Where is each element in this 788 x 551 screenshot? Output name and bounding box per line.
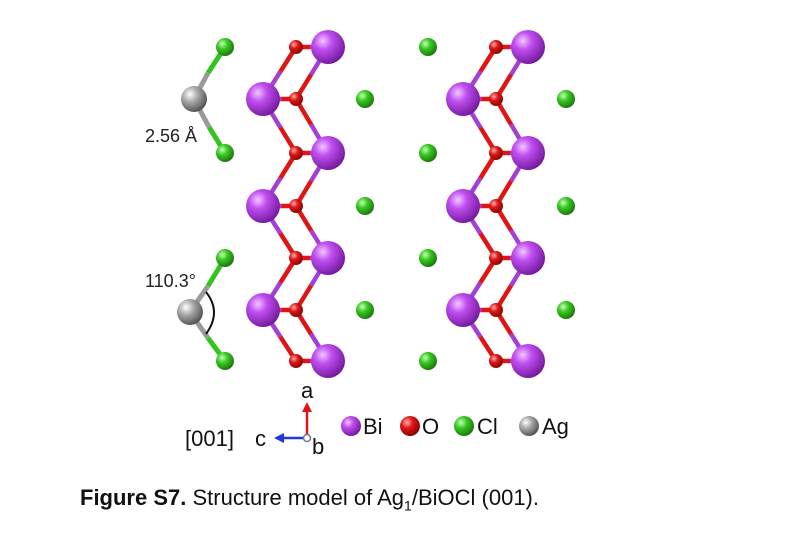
- legend-ag-label: Ag: [542, 414, 569, 439]
- bi-atom: [511, 136, 545, 170]
- figure-caption: Figure S7. Structure model of Ag1/BiOCl …: [80, 485, 539, 513]
- cl-atom: [356, 90, 374, 108]
- cl-atom: [356, 301, 374, 319]
- ag-atom-bottom: [177, 299, 203, 325]
- bi-atom: [511, 344, 545, 378]
- cl-atom: [419, 38, 437, 56]
- bond-angle-arc: [205, 291, 215, 335]
- atoms-layer: [246, 30, 575, 378]
- bond-length-label: 2.56 Å: [145, 126, 197, 146]
- o-atom: [289, 199, 303, 213]
- bi-atom: [246, 293, 280, 327]
- o-atom: [289, 92, 303, 106]
- o-atom: [289, 354, 303, 368]
- cl-atom: [356, 197, 374, 215]
- legend-ag-swatch: [519, 416, 539, 436]
- bonds-layer: [260, 44, 531, 364]
- bi-atom: [511, 30, 545, 64]
- cl-atom: [557, 301, 575, 319]
- o-atom: [489, 354, 503, 368]
- o-atom: [289, 303, 303, 317]
- bi-atom: [311, 241, 345, 275]
- bi-atom: [246, 82, 280, 116]
- bi-atom: [446, 189, 480, 223]
- legend-cl-swatch: [454, 416, 474, 436]
- cl-atom: [419, 249, 437, 267]
- bi-atom: [446, 293, 480, 327]
- cl-atom: [216, 144, 234, 162]
- o-atom: [489, 146, 503, 160]
- caption-text: Structure model of Ag1/BiOCl (001).: [192, 485, 539, 514]
- bi-atom: [246, 189, 280, 223]
- cl-atom: [419, 352, 437, 370]
- cl-atom: [419, 144, 437, 162]
- bi-atom: [311, 344, 345, 378]
- legend-o-swatch: [400, 416, 420, 436]
- legend-bi-swatch: [341, 416, 361, 436]
- o-atom: [489, 303, 503, 317]
- cl-atom: [216, 249, 234, 267]
- cl-atom: [216, 352, 234, 370]
- bi-atom: [446, 82, 480, 116]
- o-atom: [289, 146, 303, 160]
- ag-atom-top: [181, 86, 207, 112]
- bi-atom: [311, 30, 345, 64]
- axis-b-label: b: [312, 434, 324, 459]
- o-atom: [489, 40, 503, 54]
- legend-cl-label: Cl: [477, 414, 498, 439]
- direction-label: [001]: [185, 426, 234, 451]
- caption-label: Figure S7.: [80, 485, 187, 510]
- legend-bi-label: Bi: [363, 414, 383, 439]
- o-atom: [489, 199, 503, 213]
- legend: Bi O Cl Ag: [341, 414, 569, 439]
- cl-atom: [557, 90, 575, 108]
- bi-atom: [311, 136, 345, 170]
- axis-indicator: a c b [001]: [185, 378, 324, 459]
- cl-atom: [216, 38, 234, 56]
- o-atom: [289, 40, 303, 54]
- legend-o-label: O: [422, 414, 439, 439]
- bond-angle-label: 110.3°: [145, 271, 196, 291]
- o-atom: [489, 251, 503, 265]
- cl-atom: [557, 197, 575, 215]
- bi-atom: [511, 241, 545, 275]
- o-atom: [289, 251, 303, 265]
- axis-c-label: c: [255, 426, 266, 451]
- o-atom: [489, 92, 503, 106]
- axis-a-label: a: [301, 378, 314, 403]
